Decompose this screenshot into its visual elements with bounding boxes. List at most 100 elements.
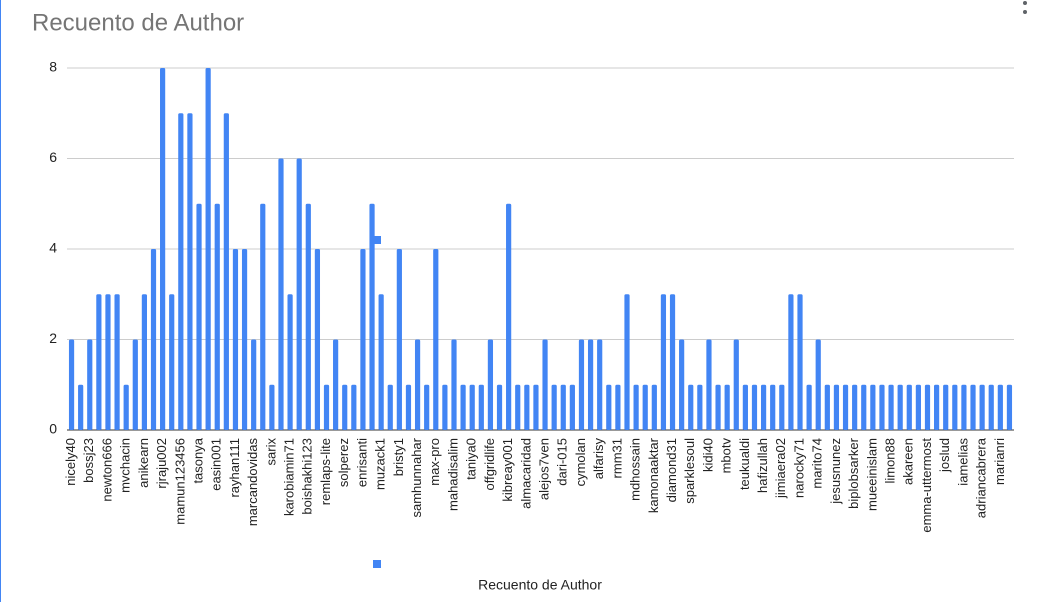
bar <box>296 158 302 430</box>
legend-label: Recuento de Author <box>478 577 602 593</box>
bar <box>934 384 940 430</box>
bar <box>587 339 594 430</box>
bar <box>924 384 931 430</box>
bar <box>815 339 821 430</box>
x-tick-label: marianri <box>992 438 1007 485</box>
x-tick-label: alejos7ven <box>536 438 551 500</box>
bar <box>742 384 748 430</box>
bar <box>387 384 393 430</box>
x-tick-label: cymolan <box>573 438 588 486</box>
x-tick-label: solperez <box>336 438 351 487</box>
bar <box>524 384 530 430</box>
bar <box>260 203 266 430</box>
x-tick-label: almacaridad <box>518 438 533 509</box>
bar <box>214 203 220 430</box>
bar <box>724 384 730 430</box>
bar <box>879 384 885 430</box>
bar <box>160 68 166 430</box>
bar <box>779 384 785 430</box>
bar <box>378 294 384 430</box>
bar <box>433 249 439 430</box>
bar <box>515 384 521 430</box>
bar <box>751 384 758 430</box>
bar <box>606 384 612 430</box>
x-tick-label: rjraju002 <box>154 438 169 489</box>
bar <box>979 384 985 430</box>
x-tick-label: narocky71 <box>791 438 806 498</box>
bar <box>642 384 648 430</box>
x-tick-label: nicely40 <box>63 438 78 486</box>
bar <box>114 294 120 430</box>
bar <box>688 384 694 430</box>
menu-dots[interactable] <box>1023 1 1027 14</box>
bar <box>706 339 712 430</box>
selection-handle[interactable] <box>373 236 381 244</box>
x-tick-label: max-pro <box>427 438 442 486</box>
bar <box>496 384 503 430</box>
x-tick-label: newton666 <box>99 438 114 502</box>
bar <box>533 384 539 430</box>
x-tick-label: kidi40 <box>700 438 715 472</box>
x-tick-label: anikearn <box>136 438 151 488</box>
bar <box>660 294 667 430</box>
x-tick-label: taniya0 <box>464 438 479 480</box>
bar <box>187 113 193 430</box>
x-tick-label: mueeinislam <box>864 438 879 511</box>
bar <box>342 384 348 430</box>
bar <box>169 294 175 430</box>
bar <box>278 158 284 430</box>
x-tick-label: emma-uttermost <box>919 438 934 533</box>
bar <box>460 384 466 430</box>
bar <box>223 113 229 430</box>
x-tick-label: adriancabrera <box>974 437 989 518</box>
y-tick-label: 8 <box>49 59 57 75</box>
bar <box>150 249 157 430</box>
x-tick-label: sparklesoul <box>682 438 697 504</box>
bar <box>469 384 475 430</box>
x-tick-label: offgridlife <box>482 438 497 491</box>
bar <box>806 384 812 430</box>
x-tick-label: diamond31 <box>664 438 679 502</box>
bar <box>196 203 202 430</box>
bar <box>961 384 967 430</box>
x-tick-label: rayhan111 <box>227 438 242 498</box>
bar <box>542 339 548 430</box>
bar <box>733 339 739 430</box>
bar <box>560 384 566 430</box>
x-tick-label: mbotv <box>719 438 734 474</box>
bar <box>141 294 147 430</box>
bar <box>870 384 876 430</box>
x-tick-label: iamelias <box>955 438 970 486</box>
bar <box>697 384 703 430</box>
x-tick-label: boishakhi123 <box>300 438 315 515</box>
x-tick-label: tasonya <box>190 437 205 483</box>
bar <box>123 384 129 430</box>
y-tick-label: 6 <box>49 149 57 165</box>
bar <box>915 384 921 430</box>
bar <box>760 384 767 430</box>
x-tick-label: jesusnunez <box>828 438 843 505</box>
bar <box>506 203 512 430</box>
bar <box>797 294 803 430</box>
bar <box>478 384 484 430</box>
bar <box>396 249 402 430</box>
bar <box>405 384 412 430</box>
bar <box>78 384 84 430</box>
x-tick-label: kamonaaktar <box>646 437 661 513</box>
bar <box>624 294 630 430</box>
bar <box>988 384 994 430</box>
x-tick-label: teukualdi <box>737 438 752 490</box>
bar <box>424 384 430 430</box>
x-tick-label: dari-015 <box>555 438 570 486</box>
bar <box>105 294 111 430</box>
y-tick-label: 2 <box>49 330 57 346</box>
bar <box>970 384 976 430</box>
bar <box>615 384 621 430</box>
bar <box>132 339 138 430</box>
x-tick-label: samhunnahar <box>409 437 424 517</box>
x-tick-label: alfarisy <box>591 438 606 480</box>
bar <box>943 384 949 430</box>
bar <box>269 384 275 430</box>
bar <box>633 384 639 430</box>
bar <box>651 384 657 430</box>
